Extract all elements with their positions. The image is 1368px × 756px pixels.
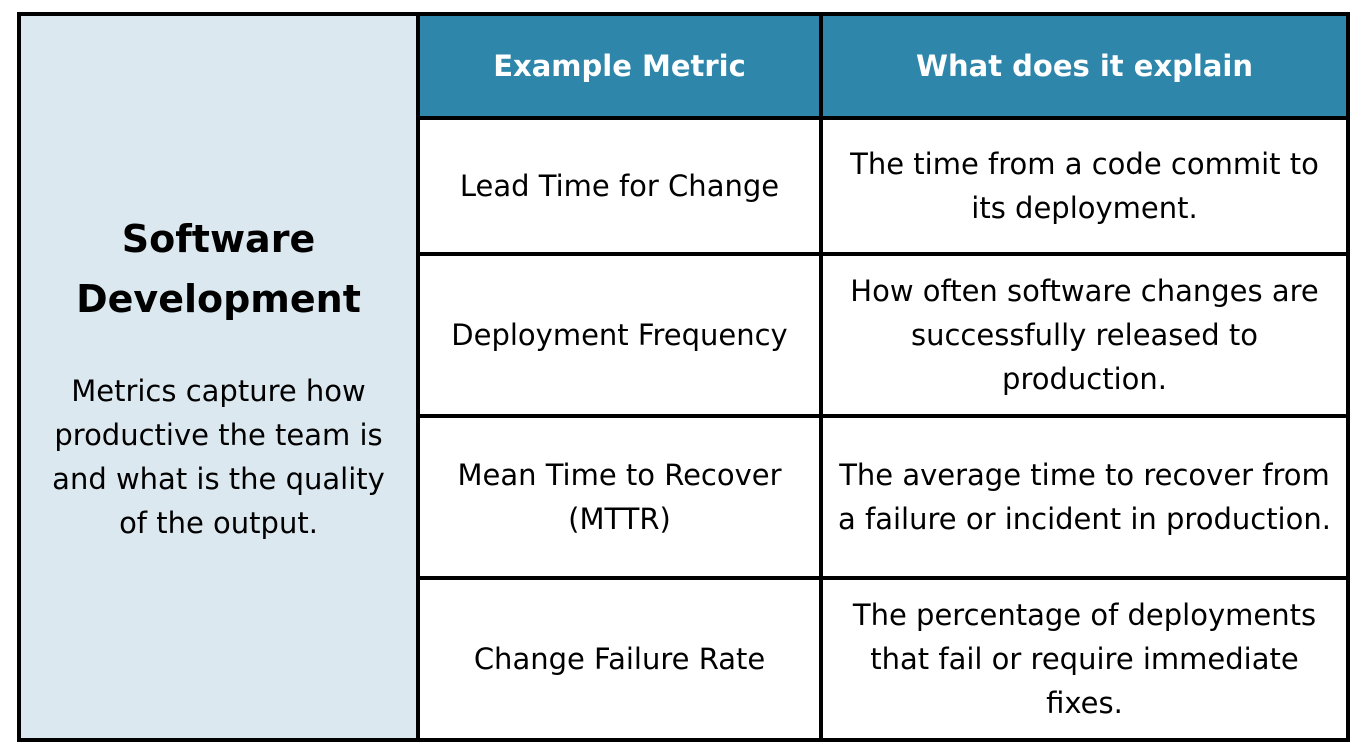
- metric-name-cell: Deployment Frequency: [420, 256, 823, 414]
- metric-name-cell: Change Failure Rate: [420, 580, 823, 738]
- header-example-metric: Example Metric: [420, 16, 823, 116]
- table-row: Lead Time for Change The time from a cod…: [420, 120, 1346, 256]
- metrics-table-frame: Software Development Metrics capture how…: [17, 12, 1350, 742]
- category-title-line2: Development: [76, 277, 361, 321]
- metrics-table: Example Metric What does it explain Lead…: [420, 16, 1346, 738]
- table-row: Mean Time to Recover (MTTR) The average …: [420, 418, 1346, 580]
- metric-name-cell: Mean Time to Recover (MTTR): [420, 418, 823, 576]
- metric-explanation-cell: The time from a code commit to its deplo…: [850, 147, 1319, 225]
- category-panel: Software Development Metrics capture how…: [21, 16, 420, 738]
- category-description: Metrics capture how productive the team …: [52, 374, 385, 540]
- metric-explanation-cell: How often software changes are successfu…: [850, 274, 1319, 396]
- header-what-does-it-explain: What does it explain: [916, 49, 1253, 83]
- metric-explanation-cell: The percentage of deployments that fail …: [852, 598, 1317, 720]
- metric-name-cell: Lead Time for Change: [420, 120, 823, 252]
- table-header-row: Example Metric What does it explain: [420, 16, 1346, 120]
- metric-explanation-cell: The average time to recover from a failu…: [838, 458, 1331, 536]
- table-row: Change Failure Rate The percentage of de…: [420, 580, 1346, 738]
- table-row: Deployment Frequency How often software …: [420, 256, 1346, 418]
- category-title-line1: Software: [121, 217, 316, 261]
- category-title: Software Development: [76, 209, 361, 329]
